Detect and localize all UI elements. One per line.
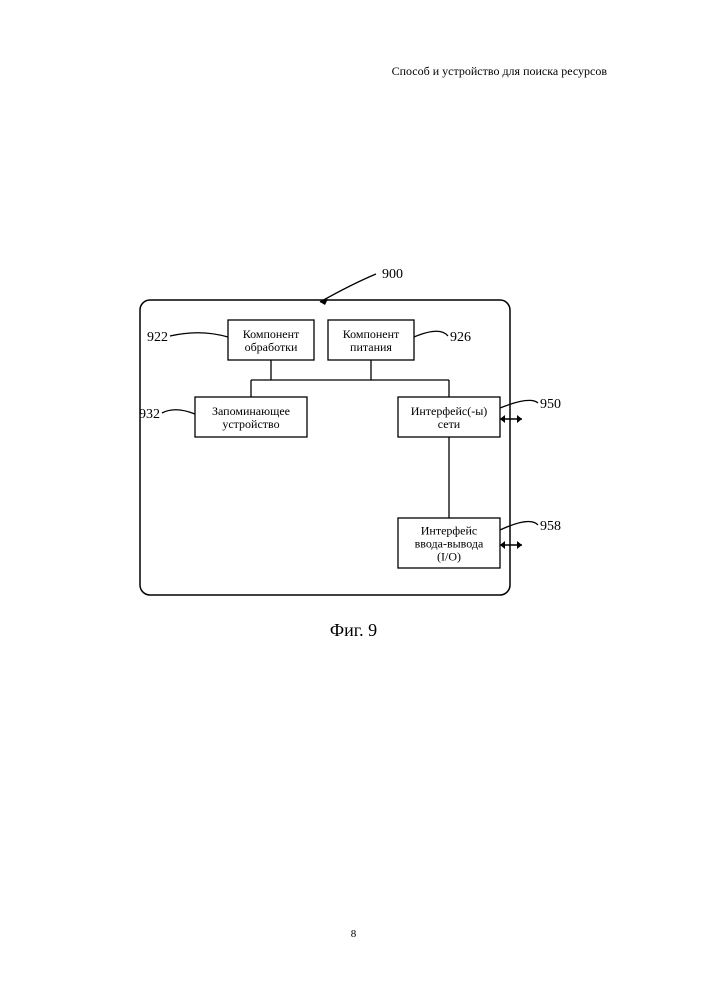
node-proc-label: Компонент [243, 327, 300, 341]
figure-diagram: 900КомпонентобработкиКомпонентпитанияЗап… [0, 0, 707, 1000]
node-io-label: (I/O) [437, 550, 461, 564]
ref-arrow-900 [320, 274, 376, 302]
page-number: 8 [0, 928, 707, 940]
node-mem-label: устройство [222, 417, 279, 431]
node-power-label: питания [350, 340, 392, 354]
node-net-label: сети [438, 417, 461, 431]
node-power-label: Компонент [343, 327, 400, 341]
node-mem-label: Запоминающее [212, 404, 290, 418]
ref-label-932: 932 [139, 407, 160, 422]
ref-label-950: 950 [540, 397, 561, 412]
node-net-label: Интерфейс(-ы) [411, 404, 488, 418]
ref-label-958: 958 [540, 519, 561, 534]
ref-leader-932 [162, 410, 195, 414]
node-io-label: Интерфейс [421, 524, 478, 538]
ref-label-922: 922 [147, 330, 168, 345]
ref-leader-926 [414, 331, 448, 337]
bidir-arrow-0-lhead [500, 415, 505, 423]
bidir-arrow-0-rhead [517, 415, 522, 423]
figure-caption: Фиг. 9 [0, 620, 707, 641]
bidir-arrow-1-lhead [500, 541, 505, 549]
ref-label-900: 900 [382, 267, 403, 282]
ref-leader-958 [500, 521, 538, 530]
node-io-label: ввода-вывода [415, 537, 484, 551]
ref-leader-922 [170, 333, 228, 337]
node-proc-label: обработки [245, 340, 298, 354]
ref-leader-950 [500, 400, 538, 408]
document-page: Способ и устройство для поиска ресурсов … [0, 0, 707, 1000]
bidir-arrow-1-rhead [517, 541, 522, 549]
ref-label-926: 926 [450, 330, 471, 345]
